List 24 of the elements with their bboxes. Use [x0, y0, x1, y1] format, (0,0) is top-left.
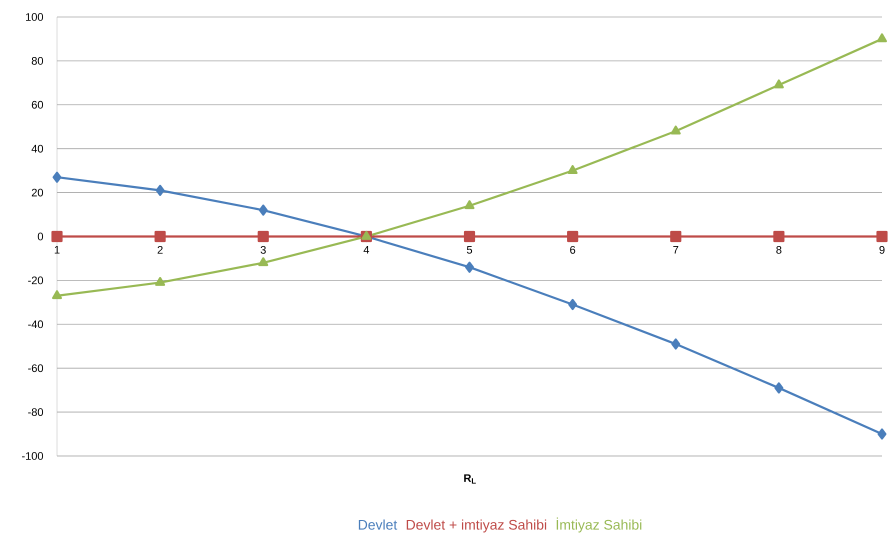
x-tick-label: 9	[879, 246, 885, 254]
y-tick-label: -20	[28, 276, 44, 284]
x-tick-label: 4	[364, 246, 370, 254]
y-tick-label: 20	[32, 188, 44, 196]
x-tick-label: 3	[260, 246, 266, 254]
x-tick-label: 5	[466, 246, 472, 254]
x-tick-label: 6	[570, 246, 576, 254]
x-axis-title: R$_{L}$	[464, 474, 476, 484]
x-tick-label: 7	[673, 246, 678, 254]
y-tick-label: 80	[32, 57, 44, 65]
y-tick-label: -60	[28, 364, 44, 372]
y-tick-label: -100	[22, 452, 44, 460]
y-tick-label: 0	[38, 232, 44, 240]
x-tick-label: 8	[776, 246, 782, 254]
y-tick-label: 40	[32, 144, 44, 153]
y-tick-label: 60	[32, 100, 44, 109]
text: İmtiyaz Sahibi	[556, 517, 642, 532]
x-tick-label: 1	[54, 246, 60, 254]
y-tick-label: 100	[26, 13, 44, 21]
x-tick-label: 2	[158, 246, 163, 254]
y-tick-label: -40	[28, 320, 44, 328]
text: Devlet	[358, 519, 398, 530]
y-tick-label: -80	[28, 408, 44, 416]
text: Devlet + imtiyaz Sahibi	[406, 519, 546, 532]
